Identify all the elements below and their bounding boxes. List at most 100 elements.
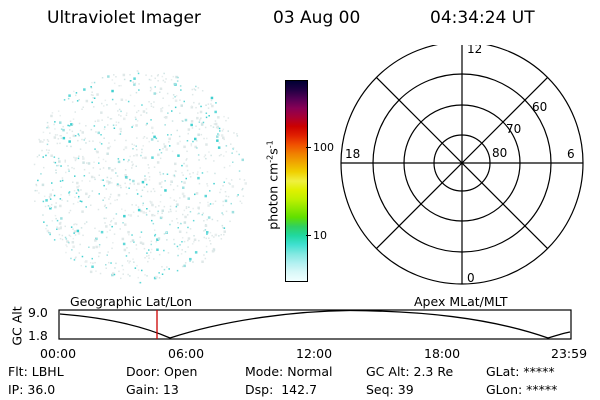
uv-pixel: [91, 257, 93, 260]
uv-pixel: [196, 147, 198, 149]
uv-pixel: [73, 90, 75, 93]
uv-pixel: [218, 134, 220, 136]
uv-pixel: [34, 200, 36, 202]
uv-pixel: [77, 157, 80, 160]
uv-pixel: [79, 243, 81, 246]
uv-pixel: [122, 242, 126, 246]
colorbar-tick-major: [306, 235, 311, 236]
uv-pixel: [221, 130, 224, 132]
uv-pixel: [206, 185, 209, 187]
uv-pixel: [125, 193, 128, 195]
uv-pixel: [207, 103, 210, 105]
uv-pixel: [111, 247, 113, 250]
uv-pixel: [160, 152, 163, 154]
uv-pixel: [184, 118, 188, 122]
uv-pixel: [78, 155, 80, 157]
uv-pixel: [66, 132, 68, 134]
uv-pixel: [142, 211, 145, 214]
uv-pixel: [190, 144, 193, 147]
uv-pixel: [194, 137, 197, 141]
uv-pixel: [114, 222, 117, 225]
uv-pixel: [95, 237, 98, 241]
uv-pixel: [41, 149, 43, 152]
uv-pixel: [164, 117, 167, 120]
uv-pixel: [211, 218, 214, 221]
uv-pixel: [147, 164, 149, 166]
uv-pixel: [104, 126, 106, 128]
uv-pixel: [207, 216, 211, 219]
uv-pixel: [61, 238, 64, 241]
uv-pixel: [104, 99, 107, 102]
uv-pixel: [76, 185, 79, 189]
uv-pixel: [194, 251, 198, 254]
uv-pixel: [56, 226, 58, 228]
uv-pixel: [206, 183, 208, 185]
uv-pixel: [198, 102, 201, 105]
uv-pixel: [216, 125, 219, 129]
x-tick-label: 06:00: [168, 346, 205, 361]
uv-pixel: [177, 76, 179, 79]
uv-pixel: [241, 202, 243, 204]
uv-pixel: [223, 115, 225, 118]
uv-pixel: [125, 186, 127, 189]
uv-pixel: [68, 94, 71, 97]
uv-pixel: [101, 102, 103, 105]
uv-pixel: [81, 210, 84, 213]
uv-pixel: [204, 229, 207, 231]
uv-pixel: [78, 252, 81, 254]
uv-pixel: [189, 211, 192, 213]
uv-pixel: [227, 195, 230, 198]
uv-pixel: [192, 140, 194, 143]
uv-pixel: [47, 152, 50, 154]
uv-pixel: [95, 150, 98, 152]
uv-pixel: [84, 222, 86, 225]
uv-pixel: [78, 122, 81, 125]
uv-pixel: [97, 131, 100, 135]
uv-pixel: [74, 159, 77, 162]
uv-pixel: [206, 218, 208, 221]
uv-pixel: [103, 205, 106, 207]
uv-pixel: [103, 184, 105, 187]
uv-pixel: [120, 130, 122, 133]
uv-pixel: [110, 262, 112, 264]
uv-pixel: [67, 165, 69, 167]
uv-pixel: [94, 239, 97, 242]
uv-pixel: [65, 251, 67, 254]
uv-pixel: [113, 74, 115, 76]
uv-pixel: [158, 277, 161, 279]
uv-pixel: [194, 193, 196, 196]
uv-pixel: [123, 214, 126, 218]
uv-pixel: [85, 192, 88, 196]
uv-pixel: [46, 121, 49, 124]
uv-pixel: [47, 125, 49, 127]
uv-pixel: [148, 167, 150, 169]
uv-pixel: [129, 240, 132, 243]
uv-pixel: [57, 227, 60, 230]
uv-pixel: [225, 119, 227, 122]
uv-pixel: [131, 143, 133, 145]
uv-pixel: [174, 99, 178, 102]
uv-pixel: [129, 94, 132, 97]
uv-pixel: [60, 217, 63, 220]
uv-pixel: [129, 182, 131, 185]
uv-pixel: [161, 181, 163, 183]
uv-pixel: [33, 163, 36, 166]
uv-pixel: [146, 252, 148, 254]
uv-pixel: [60, 137, 63, 139]
uv-pixel: [108, 142, 110, 144]
uv-pixel: [133, 241, 135, 243]
uv-pixel: [125, 255, 128, 257]
uv-pixel: [67, 168, 70, 170]
uv-pixel: [216, 220, 219, 222]
uv-pixel: [127, 100, 130, 103]
uv-pixel: [150, 103, 152, 105]
uv-pixel: [216, 135, 219, 138]
uv-pixel: [239, 200, 242, 203]
uv-pixel: [171, 120, 174, 122]
uv-pixel: [179, 140, 181, 143]
uv-pixel: [151, 219, 153, 222]
uv-pixel: [160, 108, 162, 110]
uv-pixel: [157, 212, 159, 215]
uv-pixel: [110, 193, 112, 196]
uv-pixel: [172, 94, 175, 96]
